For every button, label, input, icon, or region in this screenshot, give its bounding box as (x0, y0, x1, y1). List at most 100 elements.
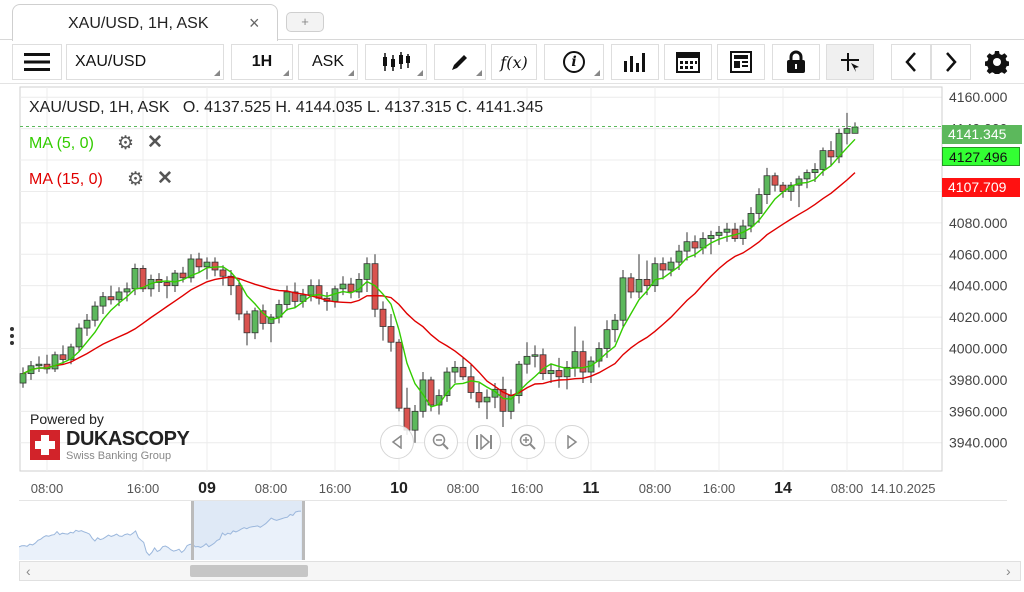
x-day-label: 09 (198, 480, 216, 497)
zoom-out-button[interactable] (424, 425, 458, 459)
candle-body (635, 278, 643, 293)
calendar-button[interactable] (664, 44, 712, 80)
candle-body (427, 379, 435, 406)
candle-body (595, 348, 603, 362)
candle-body (467, 376, 475, 393)
x-tick-label: 16:00 (319, 481, 352, 496)
y-tick-label: 4080.000 (949, 215, 1008, 231)
overview-navigator[interactable] (19, 500, 1007, 560)
candle-body (523, 355, 531, 365)
candle-body (827, 150, 835, 158)
candle (667, 257, 675, 277)
candle (451, 361, 459, 384)
close-icon[interactable]: × (249, 13, 260, 33)
candle-body (195, 258, 203, 268)
candle (523, 342, 531, 374)
tab-title: XAU/USD, 1H, ASK (68, 15, 209, 32)
y-tick-label: 4020.000 (949, 309, 1008, 325)
volume-button[interactable] (611, 44, 659, 80)
ma-slow-gear-icon[interactable]: ⚙ (127, 169, 145, 190)
candle-body (99, 296, 107, 307)
toolbar: XAU/USD 1H ASK f(x) i (0, 41, 1024, 84)
candle (627, 273, 635, 299)
candle (163, 276, 171, 299)
x-tick-label: 16:00 (127, 481, 160, 496)
lock-button[interactable] (772, 44, 820, 80)
ma-fast-gear-icon[interactable]: ⚙ (117, 133, 135, 154)
candle-body (675, 250, 683, 263)
panel-resize-handle[interactable] (10, 327, 16, 349)
scroll-left-arrow-icon[interactable]: ‹ (26, 563, 31, 579)
x-day-label: 14 (774, 480, 792, 497)
candle-body (363, 263, 371, 280)
candle-body (315, 285, 323, 299)
info-button[interactable]: i (544, 44, 604, 80)
scroll-back-button[interactable] (891, 44, 931, 80)
candle-body (163, 282, 171, 287)
candle-body (819, 150, 827, 170)
candle-body (659, 263, 667, 271)
candle-body (235, 285, 243, 315)
candle (347, 277, 355, 299)
candle-body (691, 241, 699, 249)
overview-handle-right (302, 501, 305, 560)
candle (91, 301, 99, 327)
settings-button[interactable] (976, 44, 1018, 80)
side-select[interactable]: ASK (298, 44, 358, 80)
candle (539, 348, 547, 380)
indicators-button[interactable]: f(x) (491, 44, 537, 80)
candle-body (683, 241, 691, 252)
news-button[interactable] (717, 44, 765, 80)
instrument-value: XAU/USD (75, 53, 147, 70)
candle-body (227, 275, 235, 287)
crosshair-button[interactable] (826, 44, 874, 80)
ma-slow-close-icon[interactable]: ✕ (157, 168, 173, 189)
candle (171, 269, 179, 292)
candle (395, 339, 403, 412)
candle-body (643, 278, 651, 287)
instrument-select[interactable]: XAU/USD (66, 44, 224, 80)
reset-view-button[interactable] (467, 425, 501, 459)
candle-body (547, 370, 555, 375)
horizontal-scrollbar[interactable]: ‹ › (19, 561, 1021, 581)
side-value: ASK (311, 53, 344, 70)
candle-body (475, 392, 483, 403)
formula-icon: f(x) (500, 52, 528, 72)
scroll-forward-button[interactable] (931, 44, 971, 80)
new-tab-button[interactable]: + (286, 12, 324, 32)
chart-type-button[interactable] (365, 44, 427, 80)
candle-body (483, 396, 491, 403)
zoom-in-button[interactable] (511, 425, 545, 459)
scrollbar-thumb[interactable] (190, 565, 308, 577)
candle-body (563, 366, 571, 378)
candle (51, 351, 59, 373)
candle (803, 169, 811, 189)
scroll-left-button[interactable] (380, 425, 414, 459)
drawing-tools-button[interactable] (434, 44, 486, 80)
candle (515, 361, 523, 404)
candle (379, 301, 387, 341)
price-chart[interactable]: 4160.0004140.0004120.0004100.0004080.000… (0, 0, 1024, 500)
candle-body (115, 291, 123, 301)
menu-button[interactable] (12, 44, 62, 80)
ma-fast-close-icon[interactable]: ✕ (147, 132, 163, 153)
y-tick-label: 4040.000 (949, 278, 1008, 294)
period-select[interactable]: 1H (231, 44, 293, 80)
candle (843, 112, 851, 145)
candle-body (339, 283, 347, 290)
triangle-right-icon (567, 435, 578, 449)
candle (387, 313, 395, 352)
candle-body (667, 261, 675, 271)
scroll-right-button[interactable] (555, 425, 589, 459)
candle-body (291, 291, 299, 302)
candle-body (219, 269, 227, 277)
candle-body (515, 363, 523, 397)
candle-body (811, 169, 819, 173)
x-day-label: 10 (390, 480, 408, 497)
tab-strip: XAU/USD, 1H, ASK × + (0, 0, 1024, 41)
x-tick-label: 08:00 (831, 481, 864, 496)
x-tick-label: 08:00 (255, 481, 288, 496)
chart-tab[interactable]: XAU/USD, 1H, ASK × (12, 4, 278, 41)
scroll-right-arrow-icon[interactable]: › (1006, 563, 1011, 579)
candle-body (251, 310, 259, 334)
